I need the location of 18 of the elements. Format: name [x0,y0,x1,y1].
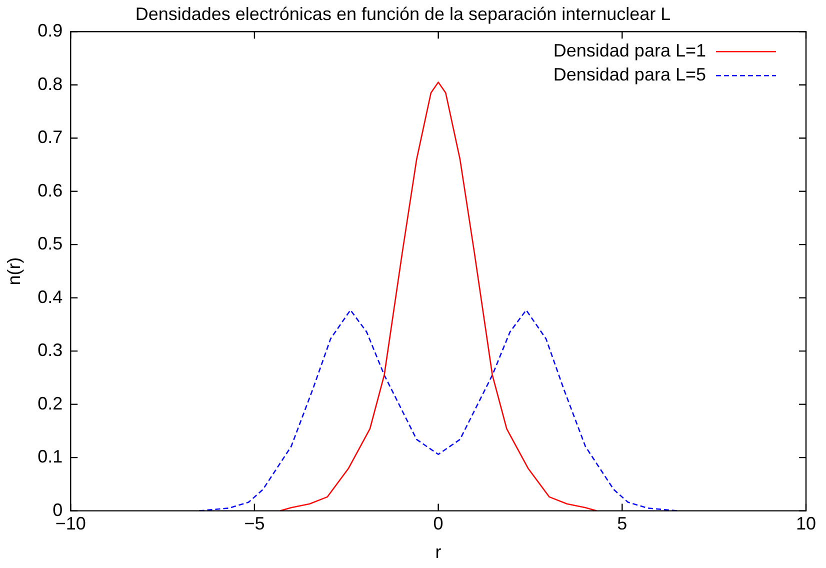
y-tick-label: 0.4 [38,286,63,307]
legend-label: Densidad para L=1 [553,40,706,61]
chart-title: Densidades electrónicas en función de la separación internuclear L [135,4,671,24]
x-axis-title: r [435,542,442,562]
x-tick-label: 10 [796,514,816,534]
y-tick-label: 0.3 [38,340,63,360]
y-tick-label: 0.5 [38,234,63,254]
y-tick-label: 0.8 [38,74,63,94]
y-tick-label: 0.2 [38,393,63,414]
y-tick-label: 0.7 [38,127,63,148]
x-tick-label: −5 [244,514,265,534]
x-tick-label: 5 [617,514,628,534]
y-tick-label: 0.1 [38,446,63,467]
x-tick-label: 0 [433,514,444,534]
legend-label: Densidad para L=5 [553,64,706,85]
y-tick-label: 0.9 [38,20,63,41]
y-tick-label: 0.6 [38,180,63,200]
y-axis-title: n(r) [4,257,24,286]
